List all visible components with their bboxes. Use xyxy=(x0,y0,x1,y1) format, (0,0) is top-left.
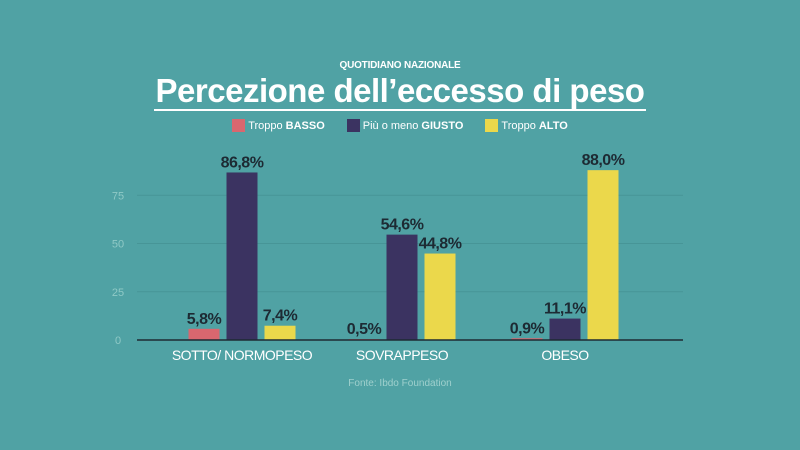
legend-swatch xyxy=(232,119,246,132)
legend-item-basso: Troppo BASSO xyxy=(232,119,325,132)
legend: Troppo BASSO Più o meno GIUSTO Troppo ALTO xyxy=(0,119,800,132)
bar xyxy=(511,338,543,340)
legend-item-alto: Troppo ALTO xyxy=(485,119,568,132)
data-label: 44,8% xyxy=(419,236,462,253)
data-label: 11,1% xyxy=(544,301,586,318)
x-tick-label: OBESO xyxy=(541,347,589,363)
data-label: 86,8% xyxy=(221,154,264,171)
publisher: QUOTIDIANO NAZIONALE xyxy=(339,60,461,71)
x-tick-label: SOVRAPPESO xyxy=(356,347,449,363)
y-tick-label: 75 xyxy=(112,190,124,202)
x-tick-label: SOTTO/ NORMOPESO xyxy=(172,347,313,363)
legend-item-giusto: Più o meno GIUSTO xyxy=(346,119,463,132)
data-label: 54,6% xyxy=(381,217,424,234)
bar xyxy=(188,328,220,340)
source-note: Fonte: Ibdo Foundation xyxy=(348,378,451,389)
bar xyxy=(386,234,418,340)
bar xyxy=(226,172,258,340)
data-label: 7,4% xyxy=(263,308,298,325)
data-label: 0,9% xyxy=(510,320,545,337)
bar xyxy=(587,170,619,340)
bar xyxy=(424,253,456,340)
bar xyxy=(264,325,296,340)
y-tick-label: 25 xyxy=(112,287,124,299)
data-label: 0,5% xyxy=(347,321,382,338)
y-tick-label: 50 xyxy=(112,239,124,251)
data-label: 88,0% xyxy=(582,152,625,169)
bar xyxy=(549,318,581,340)
data-label: 5,8% xyxy=(187,311,222,328)
legend-swatch xyxy=(485,119,499,132)
legend-swatch xyxy=(346,119,360,132)
y-tick-label: 0 xyxy=(115,335,121,347)
chart-title: Percezione dell’eccesso di peso xyxy=(153,72,647,111)
